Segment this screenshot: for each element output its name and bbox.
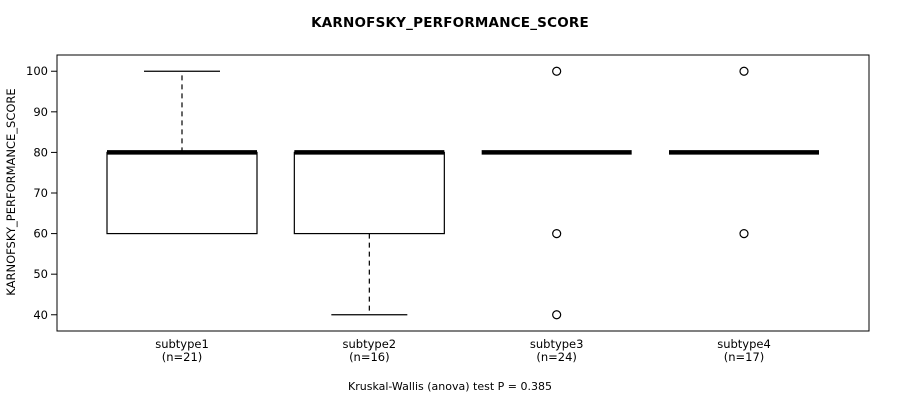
y-tick-label: 50 <box>33 267 48 281</box>
box <box>293 151 445 235</box>
x-tick-sublabel: (n=17) <box>724 350 765 364</box>
chart-title: KARNOFSKY_PERFORMANCE_SCORE <box>311 15 589 31</box>
x-tick-label: subtype1 <box>155 337 209 351</box>
box <box>106 151 258 235</box>
x-tick-sublabel: (n=21) <box>162 350 203 364</box>
x-tick-sublabel: (n=24) <box>536 350 577 364</box>
y-tick-label: 80 <box>33 145 48 159</box>
x-tick-label: subtype3 <box>530 337 584 351</box>
y-tick-label: 60 <box>33 227 48 241</box>
y-tick-label: 40 <box>33 308 48 322</box>
y-tick-label: 90 <box>33 105 48 119</box>
y-tick-label: 70 <box>33 186 48 200</box>
outlier-point <box>552 228 562 239</box>
outlier-point <box>552 66 562 76</box>
outlier-point <box>552 310 562 320</box>
x-tick-label: subtype2 <box>343 337 397 351</box>
x-tick-sublabel: (n=16) <box>349 350 390 364</box>
stat-test-footnote: Kruskal-Wallis (anova) test P = 0.385 <box>348 380 552 393</box>
x-tick-label: subtype4 <box>717 337 771 351</box>
outlier-point <box>739 228 749 239</box>
y-tick-label: 100 <box>26 64 48 78</box>
outlier-point <box>739 66 749 76</box>
